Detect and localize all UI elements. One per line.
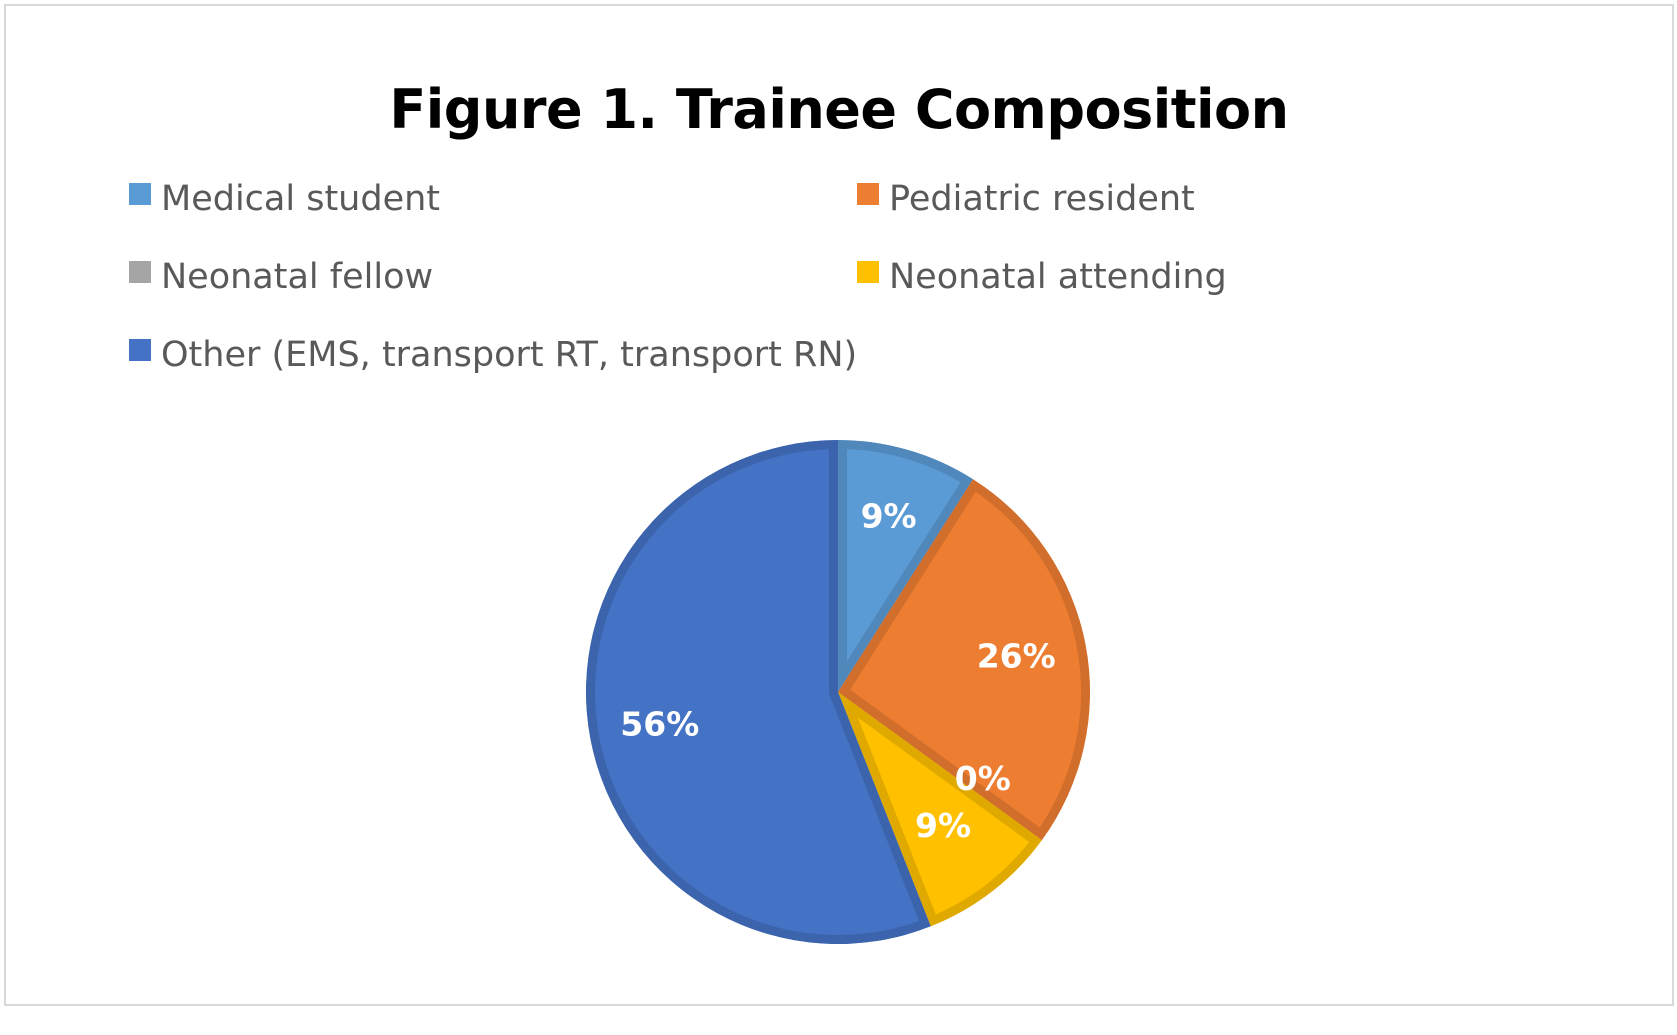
legend-item-neonatal-fellow: Neonatal fellow <box>129 255 433 299</box>
legend-label-pediatric-resident: Pediatric resident <box>889 179 1195 219</box>
legend-swatch-pediatric-resident <box>857 183 879 205</box>
legend-label-neonatal-attending: Neonatal attending <box>889 257 1227 297</box>
legend-item-neonatal-attending: Neonatal attending <box>857 255 1227 299</box>
legend-label-medical-student: Medical student <box>161 179 441 219</box>
chart-title: Figure 1. Trainee Composition <box>389 78 1289 141</box>
legend-swatch-neonatal-fellow <box>129 261 151 283</box>
legend-item-medical-student: Medical student <box>129 177 440 221</box>
chart-frame: Figure 1. Trainee Composition <box>4 4 1674 1006</box>
legend-item-pediatric-resident: Pediatric resident <box>857 177 1195 221</box>
legend-label-other: Other (EMS, transport RT, transport RN) <box>161 335 858 375</box>
legend-item-other: Other (EMS, transport RT, transport RN) <box>129 333 857 377</box>
legend-swatch-other <box>129 339 151 361</box>
legend-label-neonatal-fellow: Neonatal fellow <box>161 257 434 297</box>
legend-swatch-medical-student <box>129 183 151 205</box>
legend-swatch-neonatal-attending <box>857 261 879 283</box>
